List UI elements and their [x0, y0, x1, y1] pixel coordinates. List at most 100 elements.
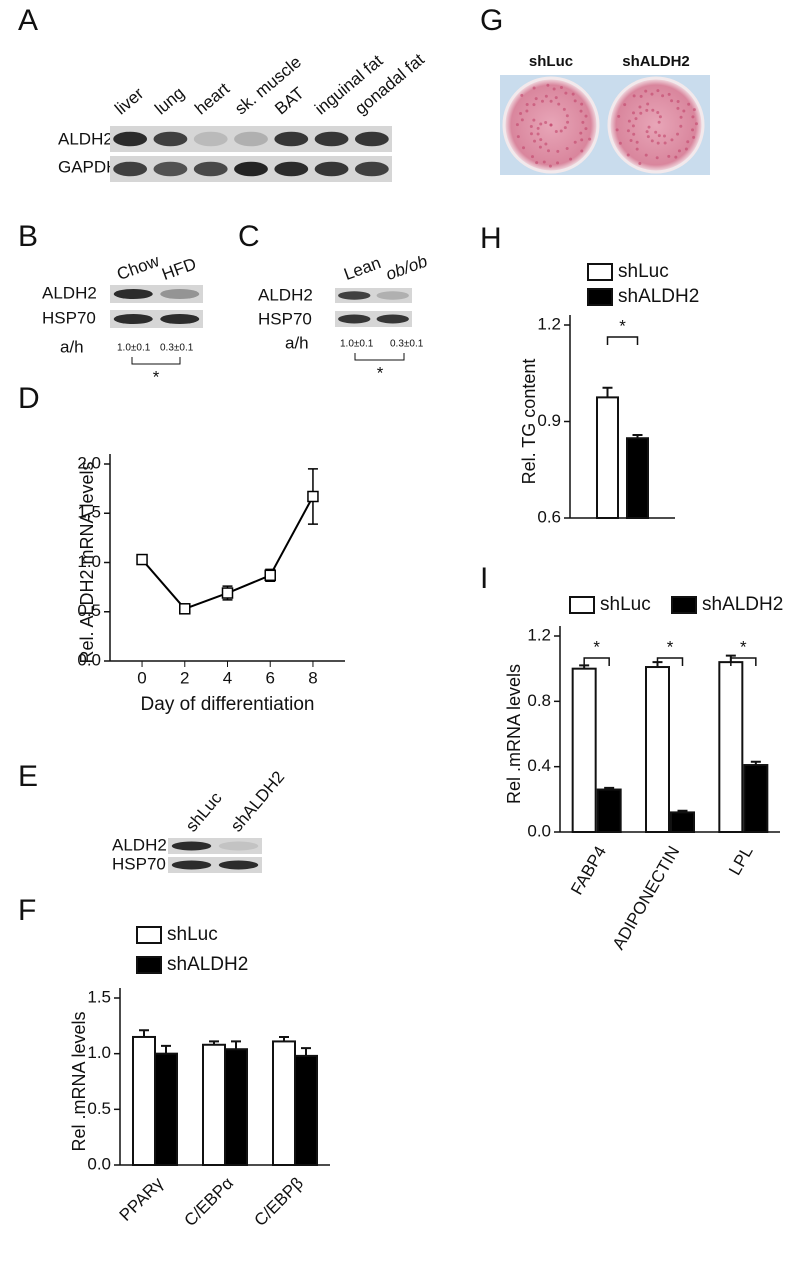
panel-label: I	[480, 562, 488, 595]
band	[171, 860, 212, 870]
x-tick-label: C/EBPβ	[251, 1173, 308, 1230]
x-tick-label: 0	[137, 668, 146, 687]
panel-label: G	[480, 4, 503, 37]
speck	[661, 94, 665, 98]
legend-label: shALDH2	[167, 954, 248, 975]
speck	[584, 114, 588, 118]
bar	[294, 1054, 318, 1166]
speck	[645, 130, 649, 134]
band	[314, 131, 349, 147]
speck	[687, 102, 691, 106]
y-tick-label: 0.8	[527, 691, 551, 710]
significance: *	[619, 316, 626, 335]
row-label: HSP70	[42, 308, 96, 327]
speck	[580, 149, 584, 153]
band	[113, 313, 153, 325]
ratio: 0.3±0.1	[390, 339, 424, 350]
bracket	[606, 336, 639, 345]
speck	[552, 87, 556, 91]
band	[193, 161, 228, 177]
speck	[554, 130, 558, 133]
band	[376, 314, 409, 324]
legend-swatch	[587, 263, 613, 281]
speck	[634, 117, 638, 121]
row-label: GAPDH	[58, 157, 118, 176]
speck	[691, 115, 695, 119]
speck	[670, 99, 674, 103]
speck	[536, 126, 540, 130]
speck	[525, 103, 529, 107]
bar	[596, 788, 622, 833]
speck	[644, 89, 648, 93]
y-tick-label: 1.5	[77, 503, 101, 522]
speck	[650, 139, 654, 143]
speck	[549, 123, 553, 127]
speck	[533, 139, 537, 143]
speck	[686, 140, 690, 144]
speck	[670, 138, 674, 142]
panel-label: C	[238, 220, 260, 253]
speck	[529, 124, 533, 128]
bracket	[583, 657, 610, 666]
speck	[676, 132, 680, 136]
speck	[515, 123, 519, 127]
speck	[579, 131, 583, 135]
lane-label: heart	[191, 79, 233, 119]
row-label: HSP70	[112, 854, 166, 873]
y-tick-label: 0.9	[537, 411, 561, 430]
speck	[615, 128, 619, 132]
y-tick-label: 0.0	[77, 650, 101, 669]
speck	[584, 127, 588, 131]
speck	[538, 145, 542, 149]
lane-label: liver	[111, 84, 147, 119]
speck	[629, 139, 633, 143]
speck	[539, 122, 543, 126]
speck	[559, 129, 563, 133]
speck	[667, 92, 671, 96]
band	[234, 131, 268, 147]
speck	[647, 125, 651, 129]
marker	[307, 490, 319, 503]
speck	[639, 94, 643, 98]
bracket	[354, 353, 405, 361]
y-tick-label: 0.0	[527, 821, 551, 840]
error-bar	[231, 1040, 241, 1050]
speck	[632, 94, 636, 98]
bracket	[730, 657, 757, 666]
panel-label: D	[18, 382, 40, 415]
speck	[579, 109, 583, 113]
speck	[657, 134, 661, 138]
speck	[522, 146, 526, 150]
y-tick-label: 1.2	[537, 314, 561, 333]
speck	[684, 147, 688, 151]
speck	[562, 107, 566, 111]
speck	[565, 114, 569, 118]
bar	[596, 396, 619, 519]
lane-label: lung	[151, 83, 188, 118]
speck	[658, 115, 662, 119]
x-tick-label: FABP4	[567, 843, 610, 898]
x-tick-label: ADIPONECTIN	[609, 843, 684, 953]
speck	[532, 103, 536, 107]
error-bar	[301, 1047, 311, 1056]
panel-label: E	[18, 760, 38, 793]
speck	[626, 153, 630, 157]
band	[354, 131, 389, 147]
band	[113, 161, 148, 177]
speck	[692, 135, 696, 139]
speck	[556, 161, 560, 165]
legend-label: shLuc	[618, 261, 669, 282]
band	[160, 288, 200, 300]
speck	[667, 154, 671, 158]
speck	[535, 161, 539, 165]
x-tick-label: LPL	[725, 843, 757, 879]
y-tick-label: 1.0	[87, 1043, 111, 1062]
speck	[519, 112, 523, 116]
speck	[580, 102, 584, 106]
x-tick-label: 6	[265, 668, 274, 687]
row-label: ALDH2	[42, 283, 97, 302]
legend-swatch	[587, 288, 613, 306]
band	[354, 161, 389, 177]
y-tick-label: 1.2	[527, 625, 551, 644]
